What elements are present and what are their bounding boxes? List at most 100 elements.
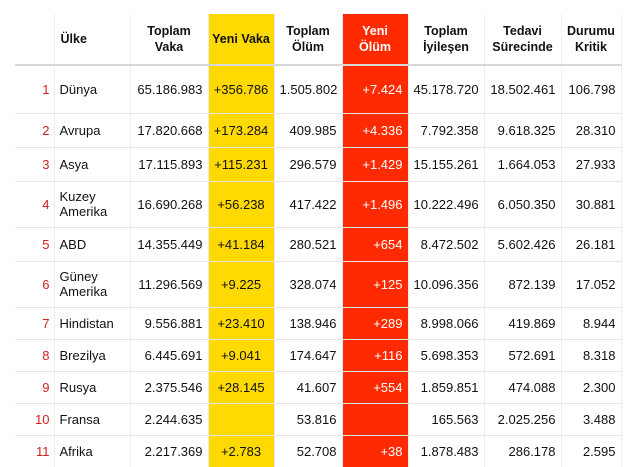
row-total-deaths: 138.946 (274, 307, 343, 340)
row-total-deaths: 41.607 (274, 371, 343, 404)
row-total-cases: 2.217.369 (130, 435, 209, 467)
row-active: 2.025.256 (484, 403, 562, 436)
row-total-deaths: 280.521 (274, 227, 343, 262)
header-rank (15, 14, 55, 66)
row-country[interactable]: Avrupa (54, 113, 131, 148)
row-country[interactable]: Rusya (54, 371, 131, 404)
row-total-cases: 2.244.635 (130, 403, 209, 436)
row-rank: 10 (15, 403, 55, 436)
table-row[interactable]: 10 Fransa 2.244.635 53.816 165.563 2.025.256 3… (15, 403, 622, 436)
row-new-cases: +356.786 (208, 65, 275, 114)
header-active[interactable]: Tedavi Sürecinde (484, 14, 562, 66)
row-total-recovered: 10.222.496 (408, 181, 485, 228)
row-country[interactable]: Güney Amerika (54, 261, 131, 308)
row-total-cases: 17.820.668 (130, 113, 209, 148)
row-new-cases: +173.284 (208, 113, 275, 148)
row-rank: 8 (15, 339, 55, 372)
row-total-recovered: 15.155.261 (408, 147, 485, 182)
row-new-deaths: +654 (342, 227, 409, 262)
row-total-cases: 2.375.546 (130, 371, 209, 404)
row-country[interactable]: Hindistan (54, 307, 131, 340)
row-total-recovered: 10.096.356 (408, 261, 485, 308)
table-row[interactable]: 9 Rusya 2.375.546 +28.145 41.607 +554 1.859.85… (15, 371, 622, 404)
row-new-deaths: +125 (342, 261, 409, 308)
row-new-cases: +56.238 (208, 181, 275, 228)
row-new-cases: +23.410 (208, 307, 275, 340)
table-row[interactable]: 5 ABD 14.355.449 +41.184 280.521 +654 8.472.50… (15, 227, 622, 262)
row-total-deaths: 53.816 (274, 403, 343, 436)
row-rank: 5 (15, 227, 55, 262)
table-row[interactable]: 11 Afrika 2.217.369 +2.783 52.708 +38 1.878.48… (15, 435, 622, 467)
header-critical[interactable]: Durumu Kritik (561, 14, 622, 66)
row-new-cases: +9.225 (208, 261, 275, 308)
table-header: Ülke Toplam Vaka Yeni Vaka Toplam Ölüm Y… (15, 14, 622, 66)
row-critical: 26.181 (561, 227, 622, 262)
row-total-cases: 9.556.881 (130, 307, 209, 340)
row-critical: 28.310 (561, 113, 622, 148)
row-total-recovered: 1.878.483 (408, 435, 485, 467)
row-total-recovered: 1.859.851 (408, 371, 485, 404)
row-total-recovered: 5.698.353 (408, 339, 485, 372)
row-total-recovered: 45.178.720 (408, 65, 485, 114)
row-critical: 27.933 (561, 147, 622, 182)
row-rank: 4 (15, 181, 55, 228)
row-new-deaths: +1.429 (342, 147, 409, 182)
row-rank: 11 (15, 435, 55, 467)
row-country[interactable]: Dünya (54, 65, 131, 114)
covid-stats-table: Ülke Toplam Vaka Yeni Vaka Toplam Ölüm Y… (15, 14, 622, 467)
row-total-deaths: 328.074 (274, 261, 343, 308)
row-rank: 7 (15, 307, 55, 340)
table-row[interactable]: 6 Güney Amerika 11.296.569 +9.225 328.074 +12… (15, 261, 622, 308)
row-country[interactable]: Afrika (54, 435, 131, 467)
row-total-cases: 14.355.449 (130, 227, 209, 262)
row-critical: 2.595 (561, 435, 622, 467)
header-total-cases[interactable]: Toplam Vaka (130, 14, 209, 66)
row-country[interactable]: ABD (54, 227, 131, 262)
row-new-cases: +2.783 (208, 435, 275, 467)
header-total-recovered[interactable]: Toplam İyileşen (408, 14, 485, 66)
table-row[interactable]: 2 Avrupa 17.820.668 +173.284 409.985 +4.336 7.… (15, 113, 622, 148)
row-active: 419.869 (484, 307, 562, 340)
row-new-deaths: +289 (342, 307, 409, 340)
header-country[interactable]: Ülke (54, 14, 131, 66)
table-row[interactable]: 3 Asya 17.115.893 +115.231 296.579 +1.429 15.1… (15, 147, 622, 182)
row-total-deaths: 174.647 (274, 339, 343, 372)
row-total-cases: 17.115.893 (130, 147, 209, 182)
row-total-recovered: 8.998.066 (408, 307, 485, 340)
row-country[interactable]: Brezilya (54, 339, 131, 372)
header-new-deaths[interactable]: Yeni Ölüm (342, 14, 409, 66)
row-active: 572.691 (484, 339, 562, 372)
row-critical: 8.318 (561, 339, 622, 372)
row-active: 286.178 (484, 435, 562, 467)
row-new-deaths: +554 (342, 371, 409, 404)
row-active: 9.618.325 (484, 113, 562, 148)
row-rank: 6 (15, 261, 55, 308)
row-critical: 30.881 (561, 181, 622, 228)
row-total-deaths: 52.708 (274, 435, 343, 467)
table-row[interactable]: 4 Kuzey Amerika 16.690.268 +56.238 417.422 +1… (15, 181, 622, 228)
table-row[interactable]: 7 Hindistan 9.556.881 +23.410 138.946 +289 8.9… (15, 307, 622, 340)
row-new-deaths: +1.496 (342, 181, 409, 228)
row-total-cases: 6.445.691 (130, 339, 209, 372)
row-total-cases: 65.186.983 (130, 65, 209, 114)
row-new-cases (208, 403, 275, 436)
header-new-cases[interactable]: Yeni Vaka (208, 14, 275, 66)
row-total-recovered: 165.563 (408, 403, 485, 436)
row-active: 6.050.350 (484, 181, 562, 228)
table-row[interactable]: 1 Dünya 65.186.983 +356.786 1.505.802 +7.424 4… (15, 65, 622, 114)
row-rank: 1 (15, 65, 55, 114)
row-new-cases: +115.231 (208, 147, 275, 182)
row-total-recovered: 8.472.502 (408, 227, 485, 262)
row-country[interactable]: Fransa (54, 403, 131, 436)
row-critical: 2.300 (561, 371, 622, 404)
row-country[interactable]: Asya (54, 147, 131, 182)
row-critical: 8.944 (561, 307, 622, 340)
row-active: 18.502.461 (484, 65, 562, 114)
row-active: 474.088 (484, 371, 562, 404)
header-total-deaths[interactable]: Toplam Ölüm (274, 14, 343, 66)
row-active: 5.602.426 (484, 227, 562, 262)
row-country[interactable]: Kuzey Amerika (54, 181, 131, 228)
row-total-cases: 11.296.569 (130, 261, 209, 308)
table-row[interactable]: 8 Brezilya 6.445.691 +9.041 174.647 +116 5.698… (15, 339, 622, 372)
